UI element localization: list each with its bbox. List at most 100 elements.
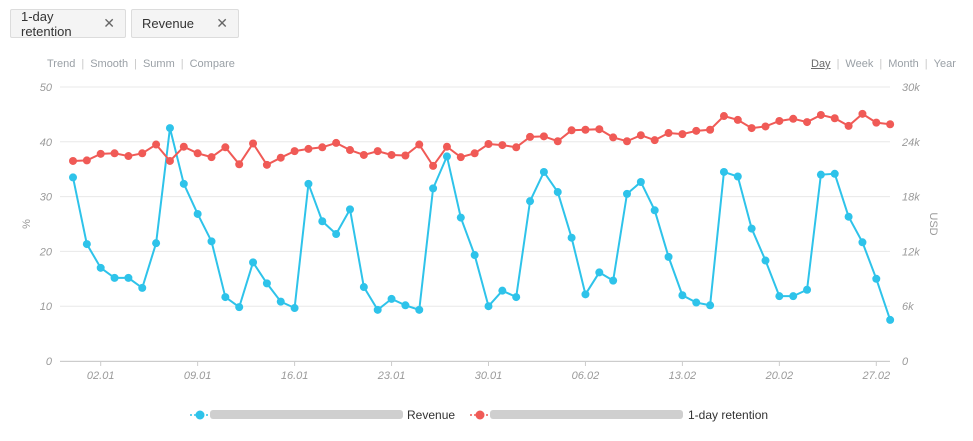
data-point[interactable] [249,258,258,267]
data-point[interactable] [193,209,202,218]
close-icon[interactable]: ✕ [216,15,228,31]
data-point[interactable] [872,118,881,127]
data-point[interactable] [82,156,91,165]
data-point[interactable] [678,130,687,139]
data-point[interactable] [595,125,604,134]
data-point[interactable] [110,149,119,158]
close-icon[interactable]: ✕ [103,15,115,31]
data-point[interactable] [595,268,604,277]
data-point[interactable] [650,206,659,215]
data-point[interactable] [664,129,673,138]
data-point[interactable] [318,217,327,226]
data-point[interactable] [692,126,701,135]
data-point[interactable] [276,153,285,162]
data-point[interactable] [623,189,631,198]
data-point[interactable] [442,152,451,161]
smooth-option[interactable]: Smooth [90,58,129,70]
data-point[interactable] [539,132,548,141]
data-point[interactable] [69,156,77,165]
data-point[interactable] [526,197,535,206]
data-point[interactable] [235,160,244,169]
filter-chip-retention[interactable]: 1-day retention ✕ [10,9,126,39]
data-point[interactable] [775,292,784,301]
data-point[interactable] [221,293,230,302]
data-point[interactable] [429,161,438,170]
data-point[interactable] [706,301,715,310]
data-point[interactable] [498,141,507,150]
data-point[interactable] [733,115,742,124]
data-point[interactable] [803,285,812,294]
data-point[interactable] [844,121,853,130]
data-point[interactable] [387,150,396,159]
data-point[interactable] [332,230,341,239]
data-point[interactable] [512,293,521,302]
data-point[interactable] [775,116,784,125]
data-point[interactable] [719,167,728,176]
data-point[interactable] [803,118,812,127]
data-point[interactable] [539,167,548,176]
data-point[interactable] [886,315,895,324]
data-point[interactable] [456,153,465,162]
data-point[interactable] [138,283,147,292]
data-point[interactable] [165,124,174,133]
summ-option[interactable]: Summ [142,58,175,70]
data-point[interactable] [581,290,590,299]
data-point[interactable] [179,179,188,188]
data-point[interactable] [346,146,354,155]
data-point[interactable] [484,302,493,311]
data-point[interactable] [567,126,576,135]
data-point[interactable] [719,112,728,121]
data-point[interactable] [346,205,354,214]
data-point[interactable] [789,292,798,301]
data-point[interactable] [623,137,631,146]
data-point[interactable] [429,184,438,193]
compare-option[interactable]: Compare [189,58,235,70]
data-point[interactable] [692,298,701,307]
filter-chip-revenue[interactable]: Revenue ✕ [131,9,239,38]
data-point[interactable] [401,151,410,160]
data-point[interactable] [581,125,590,134]
data-point[interactable] [96,149,105,158]
data-point[interactable] [816,110,825,119]
data-point[interactable] [276,297,285,306]
data-point[interactable] [636,131,645,140]
data-point[interactable] [235,303,244,312]
data-point[interactable] [332,138,341,147]
data-point[interactable] [207,237,216,246]
data-point[interactable] [304,144,313,153]
data-point[interactable] [165,156,174,165]
data-point[interactable] [789,114,798,123]
data-point[interactable] [761,256,770,265]
data-point[interactable] [152,140,161,149]
data-point[interactable] [664,252,673,261]
data-point[interactable] [415,140,424,149]
data-point[interactable] [872,274,881,283]
data-point[interactable] [636,177,645,186]
data-point[interactable] [262,279,271,288]
data-point[interactable] [553,137,562,146]
data-point[interactable] [138,149,147,158]
data-point[interactable] [830,169,839,178]
data-point[interactable] [470,251,479,260]
data-point[interactable] [526,132,535,141]
week-option[interactable]: Week [845,58,874,70]
data-point[interactable] [512,143,521,152]
data-point[interactable] [553,188,562,197]
data-point[interactable] [470,149,479,158]
data-point[interactable] [415,305,424,314]
data-point[interactable] [609,276,618,285]
data-point[interactable] [221,143,230,152]
data-point[interactable] [207,153,216,162]
data-point[interactable] [609,133,618,142]
data-point[interactable] [262,160,271,169]
data-point[interactable] [498,286,507,295]
data-point[interactable] [290,147,299,156]
data-point[interactable] [359,150,368,159]
trend-option[interactable]: Trend [47,58,76,70]
data-point[interactable] [373,305,382,314]
data-point[interactable] [830,114,839,123]
legend-item-retention[interactable]: 1-day retention [470,408,768,422]
data-point[interactable] [858,109,867,118]
data-point[interactable] [761,122,770,131]
data-point[interactable] [110,273,119,282]
